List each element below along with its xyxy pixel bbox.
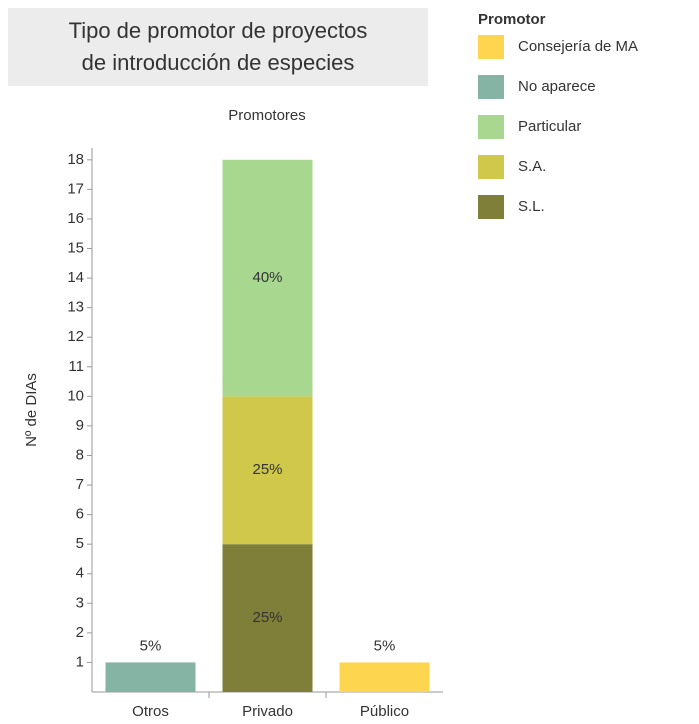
- y-tick-label: 17: [67, 180, 84, 197]
- legend-title: Promotor: [478, 11, 546, 28]
- y-tick-label: 18: [67, 151, 84, 168]
- y-tick-label: 6: [76, 506, 84, 523]
- legend-label: S.A.: [518, 158, 546, 175]
- y-tick-label: 5: [76, 535, 84, 552]
- legend-label: No aparece: [518, 78, 596, 95]
- legend-swatch: [478, 35, 504, 59]
- y-tick-label: 1: [76, 653, 84, 670]
- legend-swatch: [478, 155, 504, 179]
- legend-label: Consejería de MA: [518, 38, 638, 55]
- x-tick-label: Privado: [242, 703, 293, 720]
- y-tick-label: 13: [67, 299, 84, 316]
- bar-segment: [222, 159, 313, 397]
- y-tick-label: 7: [76, 476, 84, 493]
- y-tick-label: 8: [76, 446, 84, 463]
- y-tick-label: 12: [67, 328, 84, 345]
- legend-swatch: [478, 195, 504, 219]
- chart-title: Tipo de promotor de proyectos: [69, 18, 368, 43]
- bar-segment: [222, 544, 313, 692]
- x-tick-label: Público: [360, 703, 409, 720]
- bar-segment: [222, 396, 313, 545]
- y-tick-label: 2: [76, 624, 84, 641]
- data-label: 5%: [140, 637, 162, 654]
- data-label: 25%: [252, 609, 282, 626]
- legend-label: S.L.: [518, 198, 545, 215]
- y-tick-label: 11: [68, 358, 84, 375]
- data-label: 40%: [252, 269, 282, 286]
- chart-title: de introducción de especies: [82, 50, 355, 75]
- y-tick-label: 4: [76, 565, 84, 582]
- y-axis-label: Nº de DIAs: [23, 373, 40, 447]
- legend-swatch: [478, 75, 504, 99]
- y-tick-label: 10: [67, 387, 84, 404]
- bar-segment: [339, 662, 430, 692]
- data-label: 5%: [374, 637, 396, 654]
- x-header: Promotores: [228, 107, 306, 124]
- bar-segment: [105, 662, 196, 692]
- y-tick-label: 15: [67, 239, 84, 256]
- y-tick-label: 14: [67, 269, 84, 286]
- y-tick-label: 3: [76, 594, 84, 611]
- y-tick-label: 9: [76, 417, 84, 434]
- x-tick-label: Otros: [132, 703, 169, 720]
- y-tick-label: 16: [67, 210, 84, 227]
- legend-swatch: [478, 115, 504, 139]
- data-label: 25%: [252, 461, 282, 478]
- legend-label: Particular: [518, 118, 581, 135]
- title-box: [8, 8, 428, 86]
